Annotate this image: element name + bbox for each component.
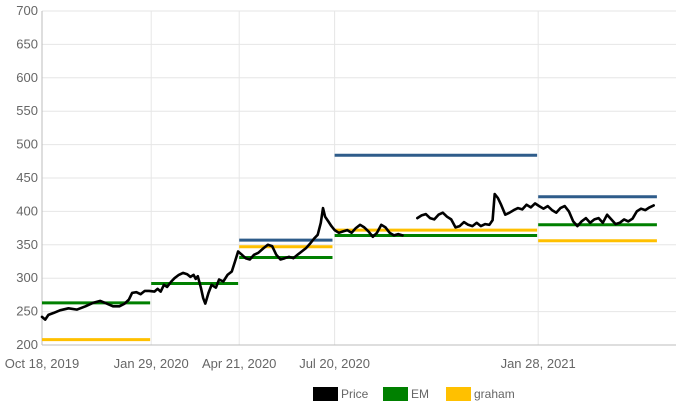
x-tick-label: Jul 20, 2020 (299, 356, 370, 371)
legend-label: EM (411, 387, 429, 401)
legend-swatch (446, 387, 471, 401)
y-tick-label: 450 (16, 170, 38, 185)
x-tick-label: Apr 21, 2020 (202, 356, 276, 371)
x-tick-label: Oct 18, 2019 (5, 356, 79, 371)
y-tick-label: 500 (16, 137, 38, 152)
y-tick-label: 400 (16, 203, 38, 218)
price-line (415, 192, 656, 229)
legend-label: graham (474, 387, 515, 401)
price-line (40, 206, 404, 321)
y-tick-label: 250 (16, 304, 38, 319)
y-tick-label: 700 (16, 3, 38, 18)
series (40, 153, 657, 342)
legend-swatch (313, 387, 338, 401)
axes: 200 250 300 350 400 450 500 550 600 650 700 Oct 18,… (5, 3, 676, 371)
legend: Price EM graham (313, 387, 515, 401)
grid-lines (41, 10, 676, 346)
y-tick-label: 300 (16, 270, 38, 285)
y-tick-label: 600 (16, 70, 38, 85)
x-tick-label: Jan 29, 2020 (114, 356, 189, 371)
y-tick-label: 550 (16, 103, 38, 118)
y-tick-label: 350 (16, 237, 38, 252)
y-tick-label: 650 (16, 36, 38, 51)
legend-item-graham[interactable]: graham (446, 387, 515, 401)
legend-item-em[interactable]: EM (383, 387, 429, 401)
legend-label: Price (341, 387, 369, 401)
y-tick-label: 200 (16, 337, 38, 352)
x-tick-label: Jan 28, 2021 (501, 356, 576, 371)
legend-swatch (383, 387, 408, 401)
legend-item-price[interactable]: Price (313, 387, 369, 401)
